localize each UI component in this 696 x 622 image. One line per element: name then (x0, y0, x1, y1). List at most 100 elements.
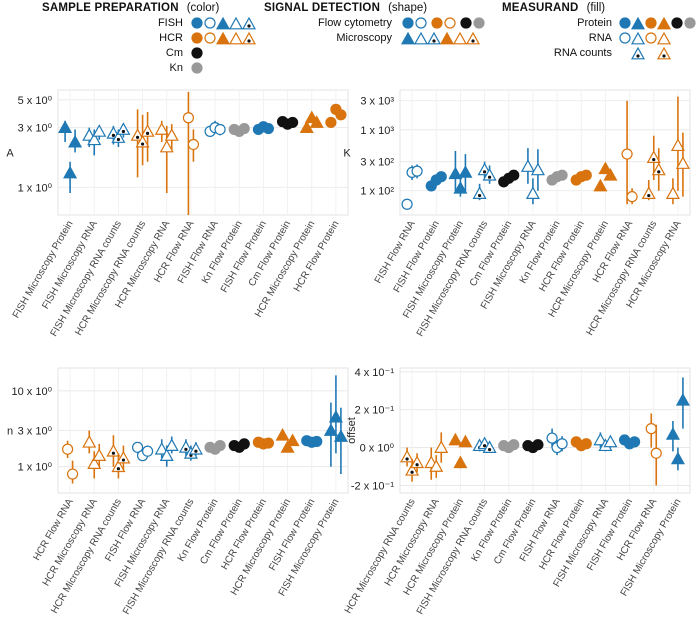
point-fish-flow-rna (214, 123, 226, 136)
point-fish-microscopy-rna-counts (482, 167, 497, 181)
legend-flow-fish-icon (402, 17, 414, 29)
point-hcr-flow-rna (645, 423, 657, 435)
point-hcr-microscopy-rna (92, 448, 107, 462)
legend-micro-4-icon (452, 31, 468, 45)
point-fish-microscopy-rna (154, 441, 169, 455)
point-fish-flow-rna (141, 445, 154, 457)
ylabel: A (6, 148, 14, 160)
point-hcr-microscopy-rna-counts (651, 162, 666, 176)
point-hcr-microscopy-rna-counts-dot (647, 193, 651, 198)
point-hcr-microscopy-protein (280, 440, 295, 453)
ytick-label: -2 x 10⁻¹ (351, 480, 394, 492)
point-cm-flow-protein (508, 169, 520, 181)
point-hcr-microscopy-protein (603, 167, 618, 181)
point-hcr-microscopy-protein (299, 120, 314, 134)
point-fish-microscopy-rna (525, 186, 540, 199)
point-hcr-microscopy-protein (448, 432, 463, 446)
ytick-label: 3 x 10⁰ (18, 426, 53, 438)
legend-micro-0-icon (400, 31, 416, 45)
legend-prot-fish-micro-icon (630, 16, 646, 30)
panel-frame (399, 367, 691, 494)
ytick-label: 0 x 10⁰ (360, 443, 395, 455)
legend-rna-fish-flow-icon (619, 32, 631, 44)
ytick-label: 3 x 10⁰ (18, 123, 53, 135)
xtick-label: HCR Flow Protein (292, 219, 342, 294)
legend-rna-hcr-micro-icon (656, 31, 672, 45)
point-fish-flow-protein (262, 122, 275, 135)
point-fish-microscopy-rna-counts (116, 122, 131, 135)
point-fish-microscopy-rna (159, 448, 174, 462)
ytick-label: 10 x 10⁰ (12, 386, 53, 398)
point-hcr-microscopy-rna (670, 138, 685, 152)
point-fish-flow-rna (546, 432, 558, 444)
ytick-label: 3 x 10² (360, 157, 394, 169)
point-fish-microscopy-rna-counts-dot (487, 447, 492, 452)
point-hcr-microscopy-protein (453, 455, 468, 469)
point-fish-microscopy-rna-counts-dot (487, 175, 492, 179)
legend-hcr-micro-protein-icon (215, 31, 231, 45)
point-hcr-microscopy-rna-counts (400, 449, 415, 463)
point-hcr-flow-rna (621, 148, 633, 160)
legend-kn-icon (191, 62, 203, 74)
point-hcr-microscopy-rna-counts-dot (111, 451, 116, 455)
point-fish-microscopy-rna-counts (482, 440, 497, 453)
legend-micro-2-icon-dot (432, 39, 436, 43)
point-hcr-microscopy-rna-counts (405, 463, 420, 476)
legend-fish-micro-counts-icon-dot (247, 24, 251, 28)
point-hcr-microscopy-rna-counts-dot (121, 458, 126, 462)
point-hcr-microscopy-rna-counts-dot (405, 457, 409, 461)
point-fish-microscopy-rna-counts-dot (194, 449, 198, 453)
legend-hcr-micro-rna-icon (228, 31, 244, 45)
legend-rna-hcr-flow-icon (645, 32, 657, 44)
point-hcr-microscopy-rna-counts (111, 459, 126, 473)
point-fish-microscopy-protein (665, 427, 680, 440)
legend-micro-1-icon (413, 31, 429, 45)
point-hcr-microscopy-rna-counts (140, 124, 155, 137)
point-hcr-microscopy-protein (275, 427, 290, 441)
point-hcr-flow-rna (187, 138, 200, 151)
point-fish-microscopy-protein (323, 423, 338, 436)
point-hcr-microscopy-rna-counts (130, 128, 145, 141)
legend-signal-title: SIGNAL DETECTION (shape) (264, 2, 428, 14)
legend-flow-hcr-icon (431, 17, 443, 29)
ytick-label: 1 x 10⁰ (18, 182, 53, 194)
legend-counts-fish-icon-dot (636, 54, 640, 58)
legend-fish-flow-rna-icon (204, 17, 216, 29)
legend-fish-micro-rna-icon (228, 16, 244, 30)
ylabel: K (343, 148, 351, 160)
point-hcr-microscopy-rna (434, 440, 449, 453)
panel-frame (399, 89, 691, 216)
point-cm-flow-protein (238, 438, 250, 450)
ytick-label: 1 x 10⁰ (18, 462, 53, 474)
point-fish-microscopy-protein (448, 166, 463, 180)
point-fish-microscopy-rna (530, 162, 545, 176)
ytick-label: 3 x 10³ (360, 96, 394, 108)
legend-counts-hcr-icon (656, 46, 672, 60)
point-fish-microscopy-protein (328, 409, 343, 423)
point-fish-microscopy-protein (63, 165, 78, 179)
point-hcr-flow-rna (66, 468, 79, 480)
point-fish-microscopy-rna (603, 434, 618, 448)
point-fish-microscopy-rna (520, 159, 535, 172)
point-kn-flow-protein (556, 169, 568, 181)
point-kn-flow-protein (238, 122, 250, 135)
point-kn-flow-protein (214, 439, 226, 452)
legend-hcr-flow-protein-icon (191, 32, 203, 44)
point-hcr-microscopy-rna-counts (106, 443, 121, 457)
point-fish-microscopy-protein (68, 134, 83, 148)
panel-frame (57, 89, 349, 216)
legend-rna-fish-micro-icon (630, 31, 646, 45)
ytick-label: 1 x 10³ (360, 125, 394, 137)
point-fish-flow-rna (411, 165, 423, 177)
point-cm-flow-protein (286, 116, 299, 129)
point-hcr-microscopy-rna (429, 459, 444, 472)
point-fish-microscopy-rna-counts (188, 441, 203, 455)
point-fish-microscopy-rna-counts (178, 440, 193, 453)
point-hcr-microscopy-rna-counts (135, 134, 150, 148)
point-hcr-microscopy-protein (309, 115, 324, 128)
legend-fish-flow-protein-icon (191, 17, 203, 29)
legend-micro-3-icon (439, 31, 455, 45)
ylabel: n (7, 426, 13, 438)
legend-counts-hcr-icon-dot (662, 54, 666, 58)
